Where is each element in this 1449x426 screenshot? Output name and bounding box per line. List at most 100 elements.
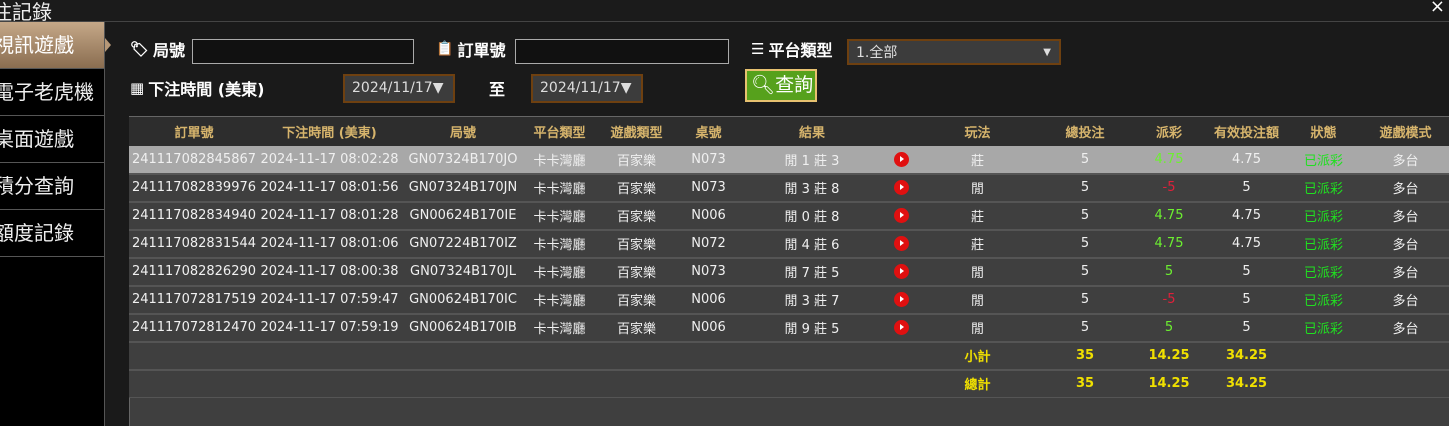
sidebar-item-live-games[interactable]: 視訊遊戲 (0, 22, 104, 69)
table-no-cell: N006 (680, 201, 737, 231)
sidebar-item-credit-records[interactable]: 額度記錄 (0, 210, 104, 257)
replay-cell (887, 173, 915, 203)
total-cell (526, 369, 593, 399)
order-no-cell: 241117082826290 (129, 257, 259, 287)
subtotal-cell (1285, 341, 1362, 371)
total-cell (737, 369, 887, 399)
bet-time-cell: 2024-11-17 07:59:47 (259, 285, 400, 315)
platform-cell: 卡卡灣廳 (526, 285, 593, 315)
title-bar: 注記錄 × (0, 0, 1449, 24)
game-mode-cell: 多台 (1362, 145, 1449, 175)
table-row[interactable]: 241117082834940 2024-11-17 08:01:28 GN0062… (129, 201, 1449, 231)
status-cell: 已派彩 (1285, 229, 1362, 259)
total-cell (1285, 369, 1362, 399)
order-no-cell: 241117072812470 (129, 313, 259, 343)
date-to-select[interactable]: 2024/11/17▼ (531, 74, 643, 103)
table-row[interactable]: 241117072817519 2024-11-17 07:59:47 GN0062… (129, 285, 1449, 315)
table-no-cell: N073 (680, 257, 737, 287)
payout-cell: 4.75 (1130, 229, 1208, 259)
bet-time-cell: 2024-11-17 07:59:19 (259, 313, 400, 343)
sidebar-item-slots[interactable]: 電子老虎機 (0, 69, 104, 116)
platform-select[interactable]: 1.全部 ▼ (847, 39, 1061, 65)
play-video-icon[interactable] (893, 292, 909, 307)
table-row[interactable]: 241117072812470 2024-11-17 07:59:19 GN0062… (129, 313, 1449, 343)
subtotal-cell: 14.25 (1130, 341, 1208, 371)
play-video-icon[interactable] (893, 264, 909, 279)
total-bet-cell: 5 (1040, 257, 1130, 287)
bet-time-cell: 2024-11-17 08:01:56 (259, 173, 400, 203)
valid-bet-cell: 5 (1208, 173, 1285, 203)
subtotal-cell: 小計 (915, 341, 1040, 371)
order-no-cell: 241117082845867 (129, 145, 259, 175)
payout-cell: 5 (1130, 257, 1208, 287)
platform-cell: 卡卡灣廳 (526, 145, 593, 175)
result-cell: 閒 9 莊 5 (737, 313, 887, 343)
list-icon: ☰ (751, 40, 765, 58)
status-cell: 已派彩 (1285, 201, 1362, 231)
subtotal-cell (737, 341, 887, 371)
bet-type-cell: 閒 (915, 173, 1040, 203)
bet-type-cell: 閒 (915, 257, 1040, 287)
play-video-icon[interactable] (893, 236, 909, 251)
tag-icon: 🏷 (130, 40, 150, 58)
total-cell (129, 369, 259, 399)
table-row[interactable]: 241117082845867 2024-11-17 08:02:28 GN0732… (129, 145, 1449, 175)
game-type-cell: 百家樂 (593, 145, 680, 175)
play-video-icon[interactable] (893, 320, 909, 335)
play-video-icon[interactable] (893, 208, 909, 223)
search-icon: 🔍︎ (751, 74, 776, 96)
total-cell: 35 (1040, 369, 1130, 399)
total-bet-cell: 5 (1040, 173, 1130, 203)
bet-time-cell: 2024-11-17 08:02:28 (259, 145, 400, 175)
table-no-cell: N006 (680, 313, 737, 343)
result-cell: 閒 3 莊 7 (737, 285, 887, 315)
game-mode-cell: 多台 (1362, 285, 1449, 315)
total-cell: 14.25 (1130, 369, 1208, 399)
order-no-cell: 241117082839976 (129, 173, 259, 203)
play-video-icon[interactable] (893, 180, 909, 195)
platform-cell: 卡卡灣廳 (526, 313, 593, 343)
total-cell: 總計 (915, 369, 1040, 399)
round-no-cell: GN07224B170IZ (400, 229, 526, 259)
search-button[interactable]: 🔍︎查詢 (745, 69, 817, 102)
close-icon[interactable]: × (1429, 0, 1445, 17)
replay-cell (887, 229, 915, 259)
table-row[interactable]: 241117082831544 2024-11-17 08:01:06 GN0722… (129, 229, 1449, 259)
order-no-cell: 241117082831544 (129, 229, 259, 259)
round-no-cell: GN00624B170IE (400, 201, 526, 231)
table-row[interactable]: 241117082839976 2024-11-17 08:01:56 GN0732… (129, 173, 1449, 203)
total-cell (680, 369, 737, 399)
platform-cell: 卡卡灣廳 (526, 201, 593, 231)
replay-cell (887, 201, 915, 231)
replay-cell (887, 285, 915, 315)
bet-time-cell: 2024-11-17 08:01:06 (259, 229, 400, 259)
valid-bet-cell: 4.75 (1208, 145, 1285, 175)
play-video-icon[interactable] (893, 151, 909, 167)
table-row[interactable]: 241117082826290 2024-11-17 08:00:38 GN0732… (129, 257, 1449, 287)
platform-cell: 卡卡灣廳 (526, 257, 593, 287)
result-cell: 閒 3 莊 8 (737, 173, 887, 203)
subtotal-cell (526, 341, 593, 371)
round-no-cell: GN07324B170JN (400, 173, 526, 203)
date-from-select[interactable]: 2024/11/17▼ (343, 74, 455, 103)
round-input[interactable] (192, 39, 414, 64)
sidebar-item-points[interactable]: 積分查詢 (0, 163, 104, 210)
valid-bet-cell: 4.75 (1208, 201, 1285, 231)
bet-records-table: 訂單號 下注時間 (美東) 局號 平台類型 遊戲類型 桌號 結果 玩法 總投注 派彩 有效投注額 狀態… (129, 116, 1449, 399)
bet-type-cell: 閒 (915, 285, 1040, 315)
total-cell (593, 369, 680, 399)
order-input[interactable] (515, 39, 729, 64)
sidebar-item-table-games[interactable]: 桌面遊戲 (0, 116, 104, 163)
subtotal-cell (129, 341, 259, 371)
platform-cell: 卡卡灣廳 (526, 229, 593, 259)
table-no-cell: N006 (680, 285, 737, 315)
column-header: 玩法 (915, 116, 1040, 146)
payout-cell: -5 (1130, 173, 1208, 203)
total-cell (1362, 369, 1449, 399)
bet-type-cell: 莊 (915, 145, 1040, 175)
order-no-cell: 241117072817519 (129, 285, 259, 315)
subtotal-cell (680, 341, 737, 371)
valid-bet-cell: 5 (1208, 313, 1285, 343)
total-bet-cell: 5 (1040, 145, 1130, 175)
payout-cell: 4.75 (1130, 145, 1208, 175)
